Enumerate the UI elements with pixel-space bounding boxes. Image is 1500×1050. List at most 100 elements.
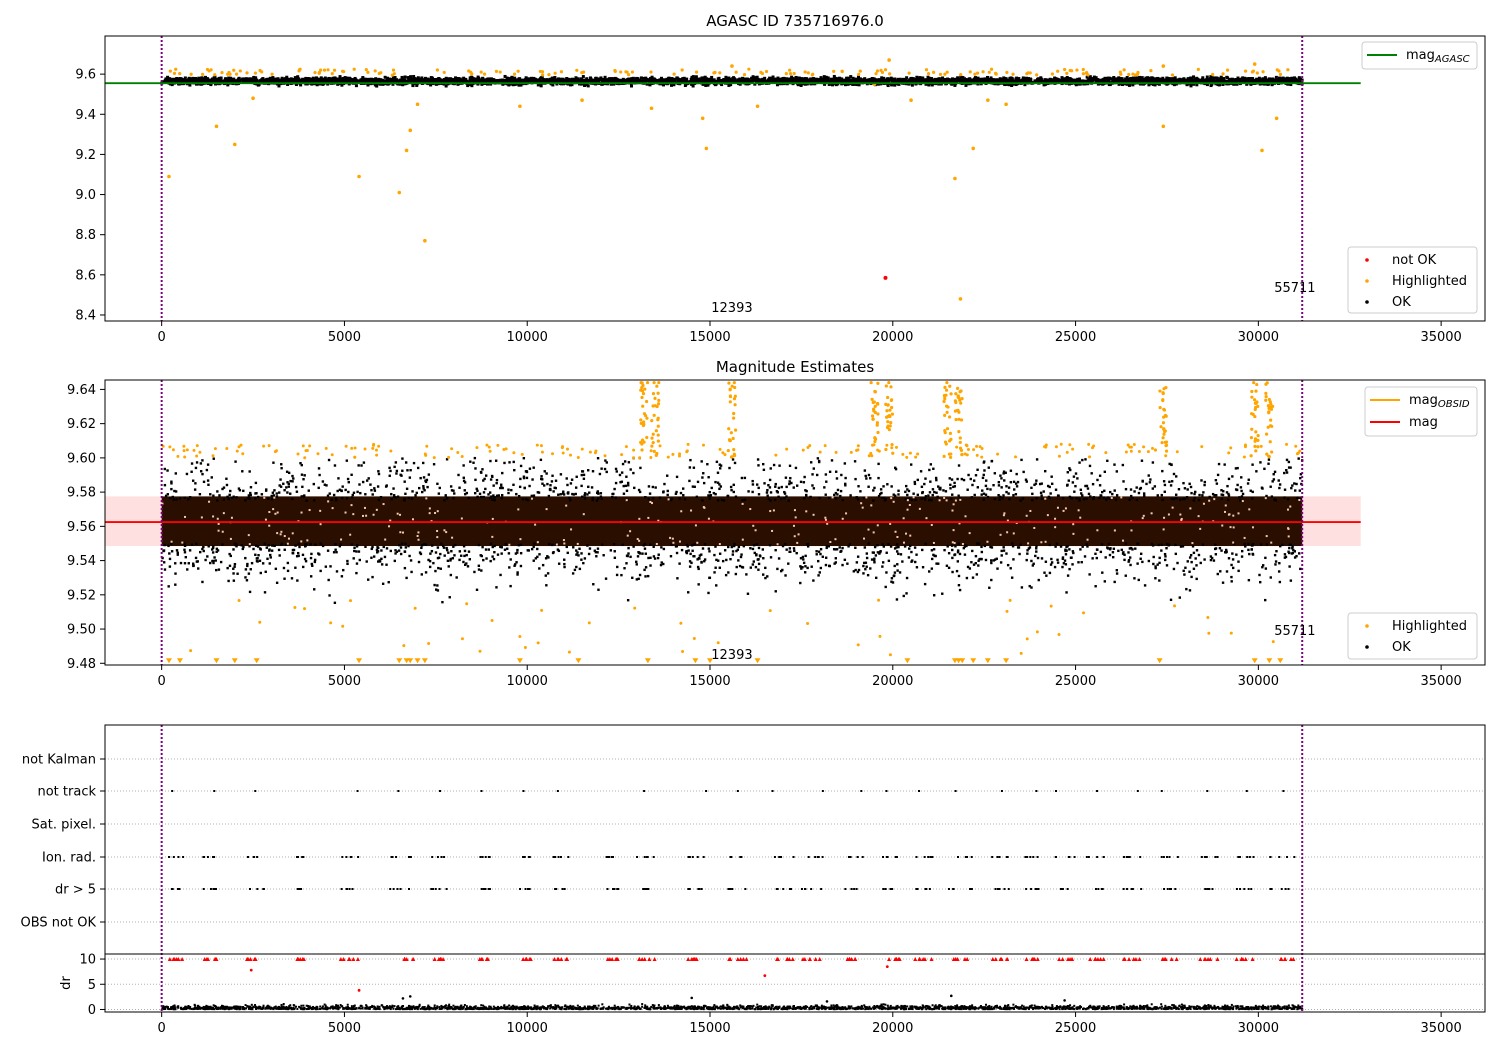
ok-point bbox=[965, 576, 969, 580]
ok-point bbox=[666, 474, 669, 477]
ok-point bbox=[811, 80, 815, 84]
ok-point bbox=[316, 79, 320, 83]
ok-point bbox=[662, 78, 666, 82]
ok-point bbox=[1286, 77, 1290, 81]
ok-point bbox=[175, 80, 179, 84]
ok-point bbox=[458, 558, 461, 562]
highlighted-point bbox=[442, 70, 446, 75]
ok-point bbox=[896, 78, 900, 82]
ok-point bbox=[700, 553, 703, 556]
ok-point bbox=[263, 80, 267, 84]
ok-point bbox=[1023, 83, 1027, 87]
ok-point bbox=[603, 75, 607, 79]
ok-point bbox=[805, 494, 808, 497]
ok-point bbox=[799, 480, 803, 484]
ok-point bbox=[291, 80, 295, 84]
ok-point bbox=[541, 80, 545, 84]
ok-point bbox=[719, 80, 723, 84]
highlighted-point bbox=[931, 70, 936, 74]
ok-point bbox=[1111, 555, 1115, 559]
ok-point bbox=[566, 78, 570, 82]
ok-point bbox=[1205, 75, 1209, 79]
ok-point bbox=[802, 481, 806, 484]
ok-point bbox=[855, 561, 859, 564]
ok-point bbox=[742, 77, 746, 81]
ok-point bbox=[237, 487, 241, 490]
highlighted-point bbox=[875, 69, 880, 73]
ok-point bbox=[714, 545, 717, 548]
ok-point bbox=[897, 545, 900, 549]
ok-point bbox=[849, 78, 853, 82]
ok-point bbox=[1050, 475, 1053, 478]
ok-point bbox=[770, 79, 774, 83]
ok-point bbox=[482, 495, 485, 499]
ok-point bbox=[669, 83, 673, 87]
ok-point bbox=[1284, 77, 1288, 81]
ok-point bbox=[1068, 567, 1071, 571]
ok-point bbox=[391, 78, 395, 82]
ok-point bbox=[362, 77, 366, 81]
ok-point bbox=[470, 78, 474, 82]
ok-point bbox=[383, 75, 387, 79]
highlighted-point bbox=[332, 68, 337, 72]
ok-point bbox=[659, 76, 663, 80]
ok-point bbox=[1068, 548, 1071, 551]
ok-point bbox=[518, 77, 522, 81]
highlighted-point bbox=[518, 104, 522, 109]
ok-point bbox=[575, 549, 578, 552]
ok-point bbox=[1263, 467, 1266, 471]
ok-point bbox=[381, 582, 385, 585]
ok-point bbox=[1190, 78, 1194, 82]
ok-point bbox=[768, 478, 772, 482]
ok-point bbox=[986, 75, 990, 79]
ok-point bbox=[587, 469, 590, 472]
highlighted-point bbox=[1260, 148, 1264, 153]
ok-point bbox=[310, 82, 314, 86]
ok-point bbox=[725, 558, 728, 562]
ok-point bbox=[1123, 553, 1126, 556]
ok-point bbox=[166, 80, 170, 84]
ok-point bbox=[637, 550, 640, 554]
ok-point bbox=[916, 493, 919, 497]
ok-point bbox=[226, 83, 230, 87]
ok-point bbox=[775, 83, 779, 87]
ok-point bbox=[334, 498, 338, 502]
ok-point bbox=[1003, 479, 1006, 482]
ok-point bbox=[539, 84, 543, 88]
ok-point bbox=[611, 77, 615, 81]
ok-point bbox=[943, 78, 947, 82]
ok-point bbox=[862, 79, 866, 83]
ok-point bbox=[712, 491, 716, 495]
ok-point bbox=[933, 77, 937, 81]
ok-point bbox=[618, 80, 622, 84]
ok-point bbox=[1039, 76, 1043, 80]
ok-point bbox=[980, 493, 983, 496]
ok-point bbox=[817, 559, 820, 563]
ok-point bbox=[1194, 78, 1198, 82]
ok-point bbox=[987, 79, 991, 83]
highlighted-point bbox=[313, 70, 317, 75]
highlighted-point bbox=[1252, 62, 1257, 66]
ok-point bbox=[1047, 80, 1051, 84]
highlighted-point bbox=[330, 71, 334, 76]
legend-label-ok: OK bbox=[1392, 295, 1411, 310]
ok-point bbox=[1065, 75, 1069, 79]
ok-point bbox=[232, 77, 236, 81]
ok-point bbox=[613, 76, 617, 80]
ok-point bbox=[371, 493, 374, 496]
ok-point bbox=[1108, 76, 1112, 80]
ok-point bbox=[423, 542, 426, 546]
ok-point bbox=[735, 549, 738, 553]
ok-point bbox=[1079, 548, 1082, 551]
highlighted-point bbox=[704, 146, 709, 151]
ok-point bbox=[1219, 75, 1223, 79]
ok-point bbox=[1010, 77, 1014, 81]
highlighted-point bbox=[883, 68, 888, 72]
ok-point bbox=[753, 82, 757, 86]
highlighted-point bbox=[397, 190, 402, 195]
ok-point bbox=[746, 79, 750, 83]
ok-point bbox=[1137, 491, 1141, 495]
ok-point bbox=[279, 485, 283, 488]
ok-point bbox=[204, 78, 208, 82]
ok-point bbox=[501, 78, 505, 82]
